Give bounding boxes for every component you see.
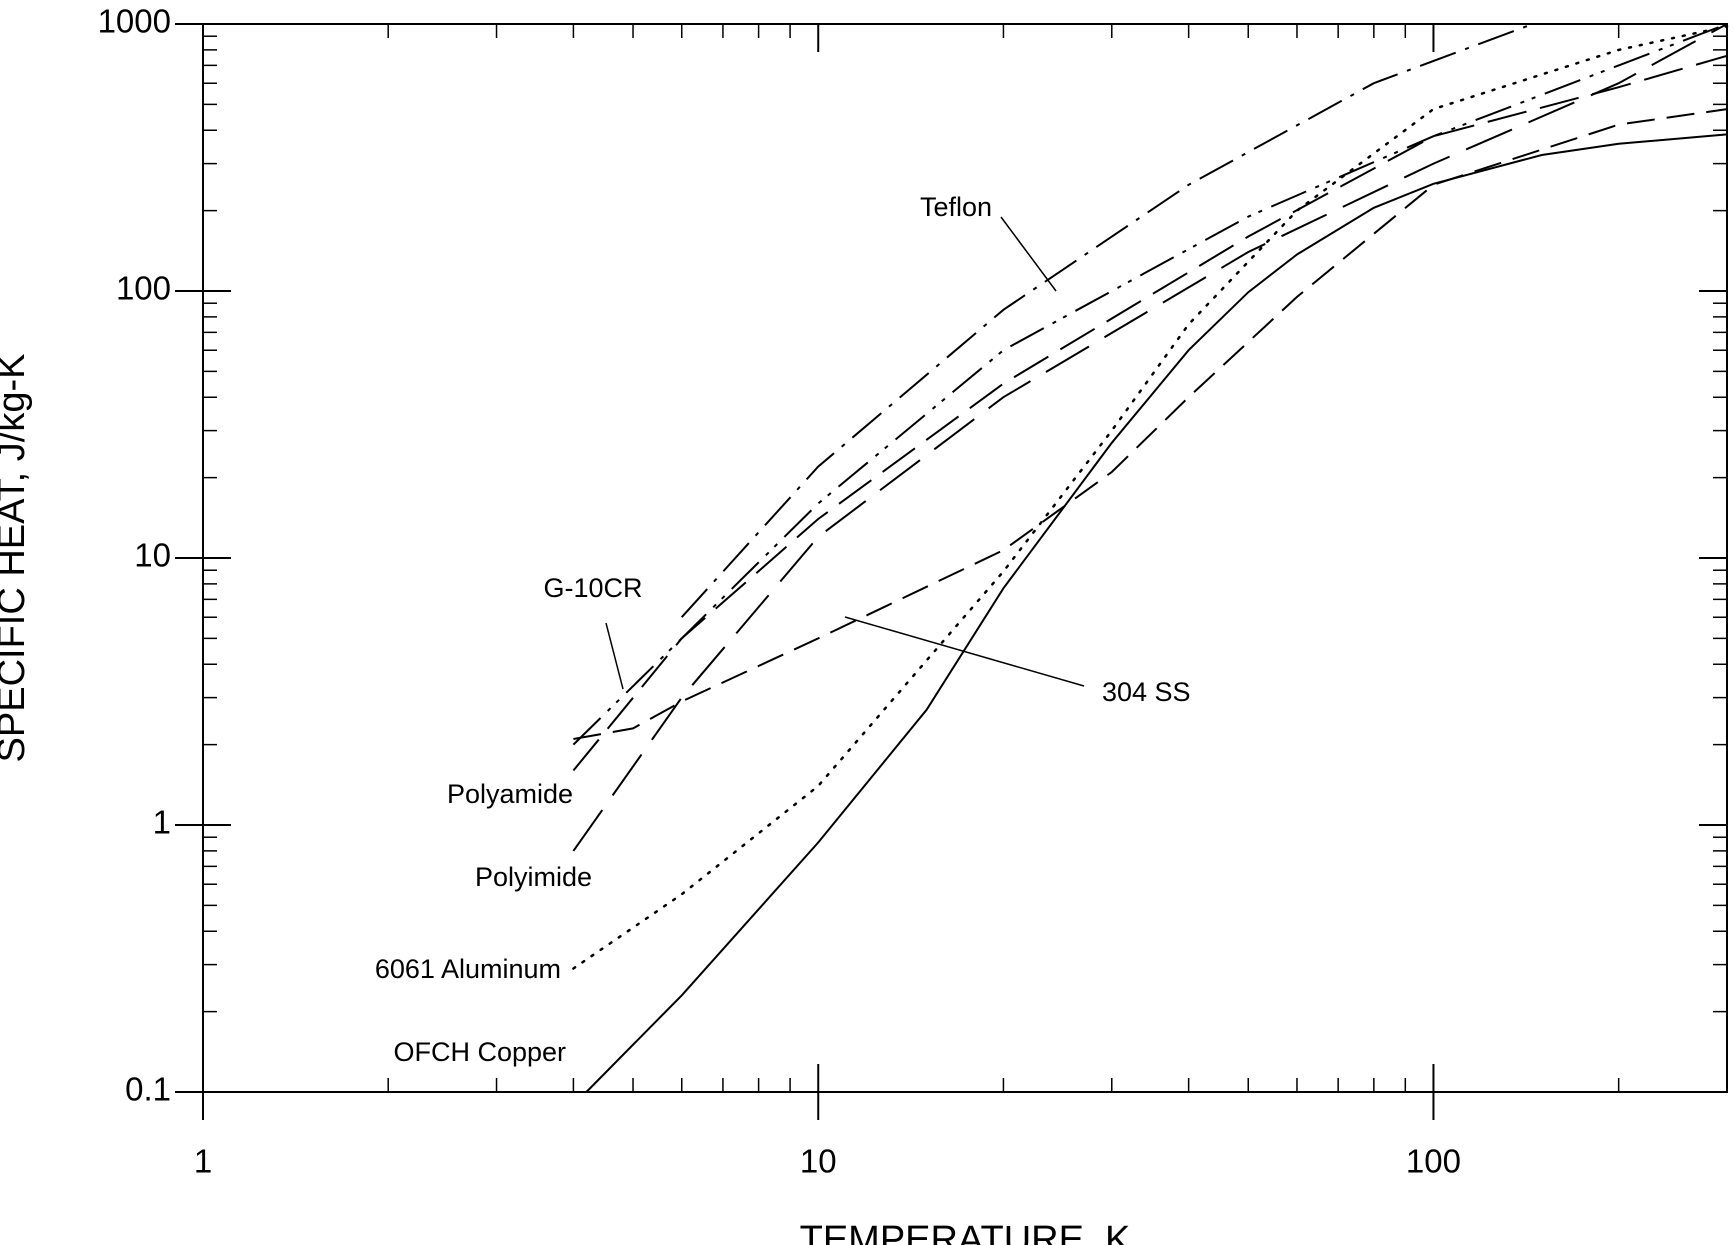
data-line — [585, 133, 1728, 1093]
x-tick-label: 100 — [1406, 1143, 1461, 1180]
x-tick-label: 10 — [800, 1143, 837, 1180]
leader-line — [1000, 216, 1057, 292]
series-label: 6061 Aluminum — [375, 954, 561, 984]
series-label: Teflon — [920, 192, 992, 222]
plot-frame — [202, 23, 1728, 1093]
y-tick-label: 0.1 — [125, 1071, 171, 1108]
data-line — [572, 25, 1729, 970]
leader-line — [605, 622, 624, 690]
data-line — [572, 23, 1728, 746]
y-tick-label: 100 — [116, 270, 171, 307]
data-line — [572, 54, 1728, 772]
series-label: 304 SS — [1102, 677, 1191, 707]
y-axis-label: SPECIFIC HEAT, J/kg-K — [0, 354, 33, 763]
x-tick-label: 1 — [194, 1143, 212, 1180]
series-label: G-10CR — [543, 573, 642, 603]
data-line — [573, 108, 1728, 740]
y-tick-label: 1000 — [98, 3, 171, 40]
data-line — [572, 23, 1728, 852]
series-label: OFCH Copper — [393, 1037, 566, 1067]
leader-line — [844, 616, 1085, 687]
series-label: Polyimide — [475, 862, 592, 892]
x-axis-label: TEMPERATURE, K — [800, 1219, 1131, 1245]
series-label: Polyamide — [447, 779, 573, 809]
y-tick-label: 1 — [153, 804, 171, 841]
y-tick-label: 10 — [134, 537, 171, 574]
